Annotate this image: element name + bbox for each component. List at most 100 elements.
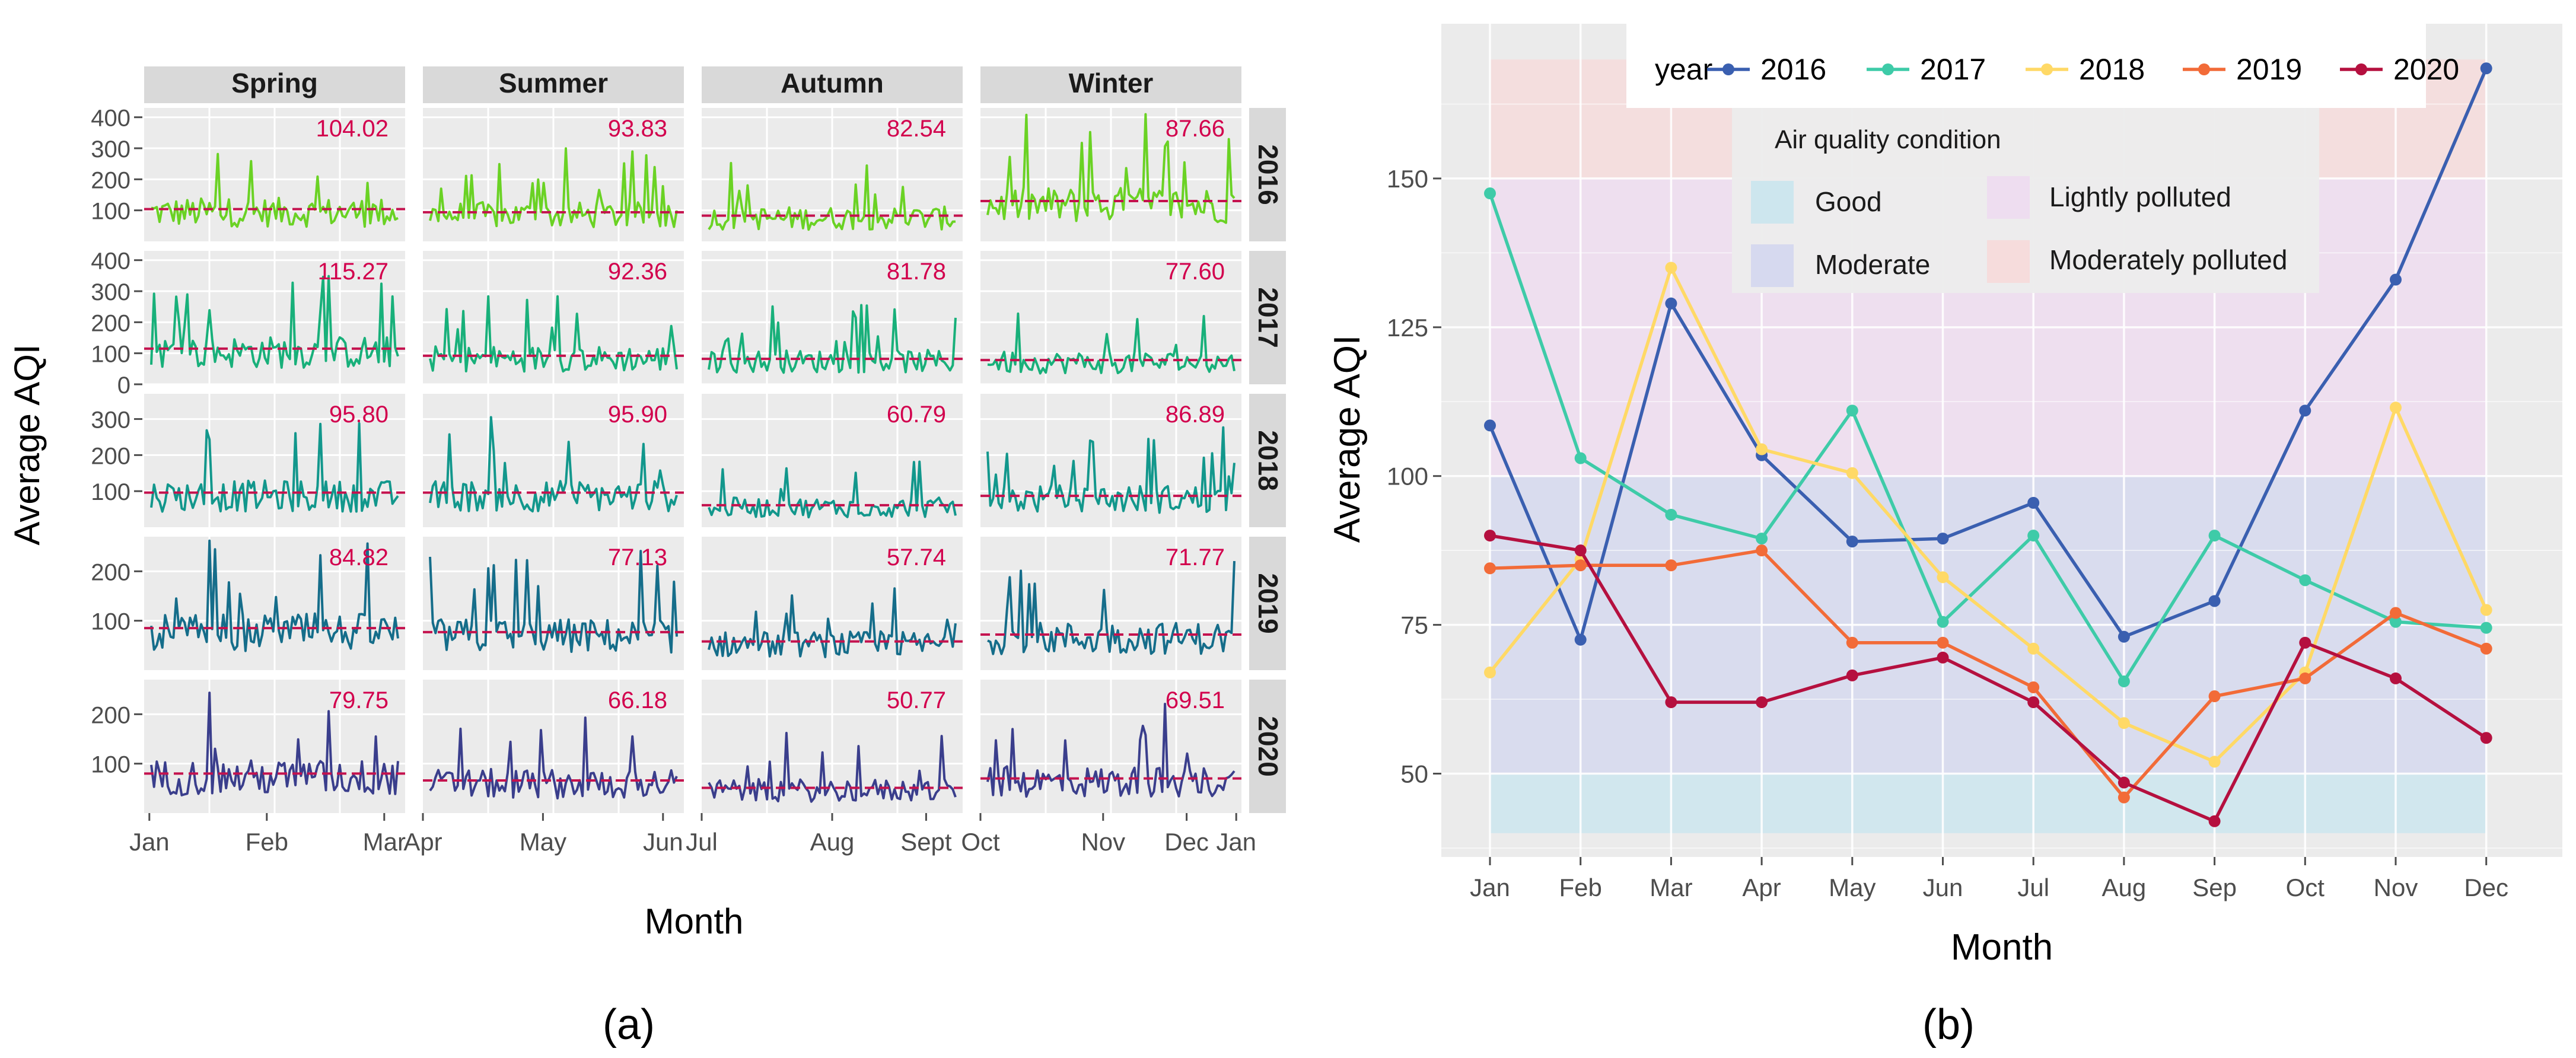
x-tick-label: Feb bbox=[246, 828, 288, 856]
facet-strip-2020 bbox=[1249, 680, 1286, 813]
series-line-2020 bbox=[1489, 534, 2488, 823]
data-point-2016 bbox=[2299, 404, 2311, 417]
facet-strip-label: 2016 bbox=[1253, 144, 1284, 205]
x-tick-label: Jun bbox=[643, 828, 683, 856]
x-tick-label: Aug bbox=[2102, 874, 2147, 901]
facet-strip-label: Winter bbox=[1069, 68, 1154, 98]
data-point-2020 bbox=[1846, 669, 1858, 681]
data-point-2017 bbox=[2027, 530, 2040, 542]
facet-panels: 104.02 93.83 82.54 87.66 115.27 92.36 81.78 77.… bbox=[144, 108, 1241, 813]
mean-value-label: 77.13 bbox=[608, 544, 667, 571]
mean-value-label: 104.02 bbox=[316, 116, 389, 142]
legend-label-band: Lightly polluted bbox=[2049, 181, 2231, 212]
y-tick-label: 400 bbox=[91, 248, 130, 275]
data-point-2016 bbox=[1574, 633, 1587, 646]
facet-strip-autumn bbox=[702, 66, 963, 103]
facet-strip-label: 2020 bbox=[1253, 716, 1284, 776]
data-point-2016 bbox=[2390, 273, 2402, 286]
data-point-2020 bbox=[2299, 636, 2311, 649]
mean-value-label: 71.77 bbox=[1166, 544, 1225, 571]
mean-value-label: 79.75 bbox=[329, 687, 389, 713]
series-line-2019 bbox=[1489, 549, 2487, 799]
data-point-2017 bbox=[1484, 187, 1496, 200]
x-tick-label: Oct bbox=[2286, 874, 2325, 901]
data-point-2019 bbox=[2208, 690, 2221, 703]
mean-value-label: 50.77 bbox=[887, 687, 946, 713]
legend-key-band bbox=[1987, 240, 2030, 283]
y-axis-title: Average AQI bbox=[7, 344, 47, 545]
facet-strip-label: Autumn bbox=[781, 68, 884, 98]
y-tick-label: 50 bbox=[1400, 760, 1428, 788]
mean-value-label: 95.80 bbox=[329, 401, 389, 428]
y-tick-label: 75 bbox=[1400, 611, 1428, 639]
band-good bbox=[1490, 773, 2486, 833]
legend-label-band: Good bbox=[1815, 186, 1882, 217]
daily-aqi-line-2016 bbox=[708, 162, 956, 231]
x-axis-ticks: Jan Feb Mar Apr May Jun Jul Aug Sep Oct Nov Dec bbox=[1470, 857, 2508, 901]
data-point-2018 bbox=[1484, 666, 1496, 678]
panel-b: 50 75 100 125 150 Jan Feb Mar Apr May Jun Jul Aug Se… bbox=[1327, 22, 2562, 1049]
data-point-2017 bbox=[2390, 616, 2402, 628]
daily-aqi-line-2016 bbox=[151, 152, 399, 228]
legend-box bbox=[1626, 22, 2426, 108]
data-point-2016 bbox=[1484, 419, 1496, 432]
facet-strip-winter bbox=[980, 66, 1241, 103]
data-point-2020 bbox=[2208, 815, 2221, 827]
daily-aqi-line-2019 bbox=[150, 539, 399, 652]
facet-strip-label: Spring bbox=[231, 68, 318, 98]
facet-strip-2016 bbox=[1249, 108, 1286, 241]
daily-aqi-line-2018 bbox=[986, 426, 1236, 514]
data-point-2018 bbox=[2208, 756, 2221, 768]
quality-legend: Air quality condition Good Moderate Lightly… bbox=[1732, 108, 2319, 293]
year-legend: year 2016 2017 2018 2019 2020 bbox=[1626, 22, 2459, 108]
legend-label-band: Moderately polluted bbox=[2049, 244, 2287, 275]
data-point-2019 bbox=[1937, 636, 1949, 649]
mean-value-label: 82.54 bbox=[887, 116, 946, 142]
y-axis-title: Average AQI bbox=[1327, 335, 1368, 543]
daily-aqi-line-2017 bbox=[708, 304, 957, 374]
data-point-2016 bbox=[2480, 62, 2492, 75]
daily-aqi-line-2018 bbox=[708, 460, 957, 519]
x-tick-label: May bbox=[520, 828, 566, 856]
daily-aqi-line-2020 bbox=[150, 691, 399, 796]
y-tick-label: 300 bbox=[91, 136, 130, 162]
legend-key-band bbox=[1987, 176, 2030, 219]
mean-value-label: 115.27 bbox=[318, 259, 389, 285]
legend-key-point bbox=[2355, 63, 2367, 75]
facet-strip-2019 bbox=[1249, 537, 1286, 670]
facet-strip-summer bbox=[423, 66, 684, 103]
x-tick-label: Nov bbox=[1081, 828, 1125, 856]
daily-aqi-line-2020 bbox=[429, 716, 678, 800]
data-point-2018 bbox=[1756, 443, 1768, 455]
data-point-2018 bbox=[2027, 642, 2040, 655]
x-tick-label: Mar bbox=[1650, 874, 1692, 901]
legend-label-band: Moderate bbox=[1815, 249, 1930, 280]
data-point-2020 bbox=[1756, 696, 1768, 709]
data-point-2020 bbox=[2027, 696, 2040, 709]
facet-strip-label: 2017 bbox=[1253, 287, 1284, 348]
y-tick-label: 100 bbox=[91, 479, 130, 505]
x-tick-label: Sept bbox=[900, 828, 952, 856]
legend-label-2020: 2020 bbox=[2393, 53, 2459, 86]
mean-value-label: 86.89 bbox=[1166, 401, 1225, 428]
mean-value-label: 69.51 bbox=[1166, 687, 1225, 713]
data-point-2018 bbox=[1937, 571, 1949, 584]
y-tick-label: 100 bbox=[91, 609, 130, 635]
daily-aqi-line-2016 bbox=[429, 147, 678, 228]
data-point-2017 bbox=[2118, 675, 2130, 687]
mean-value-label: 57.74 bbox=[887, 544, 946, 571]
y-tick-label: 100 bbox=[1387, 463, 1428, 490]
x-axis-title: Month bbox=[1951, 927, 2053, 968]
x-tick-label: Jan bbox=[1216, 828, 1256, 856]
mean-value-label: 87.66 bbox=[1166, 116, 1225, 142]
data-point-2016 bbox=[2208, 595, 2221, 607]
data-point-2020 bbox=[2480, 732, 2492, 744]
series-line-2018 bbox=[1488, 266, 2488, 764]
data-point-2016 bbox=[2027, 496, 2040, 509]
x-tick-label: Jan bbox=[1470, 874, 1510, 901]
daily-aqi-line-2017 bbox=[429, 295, 678, 373]
data-point-2019 bbox=[1665, 559, 1677, 572]
x-tick-label: Mar bbox=[363, 828, 406, 856]
data-point-2017 bbox=[2299, 574, 2311, 587]
mean-value-label: 81.78 bbox=[887, 259, 946, 285]
